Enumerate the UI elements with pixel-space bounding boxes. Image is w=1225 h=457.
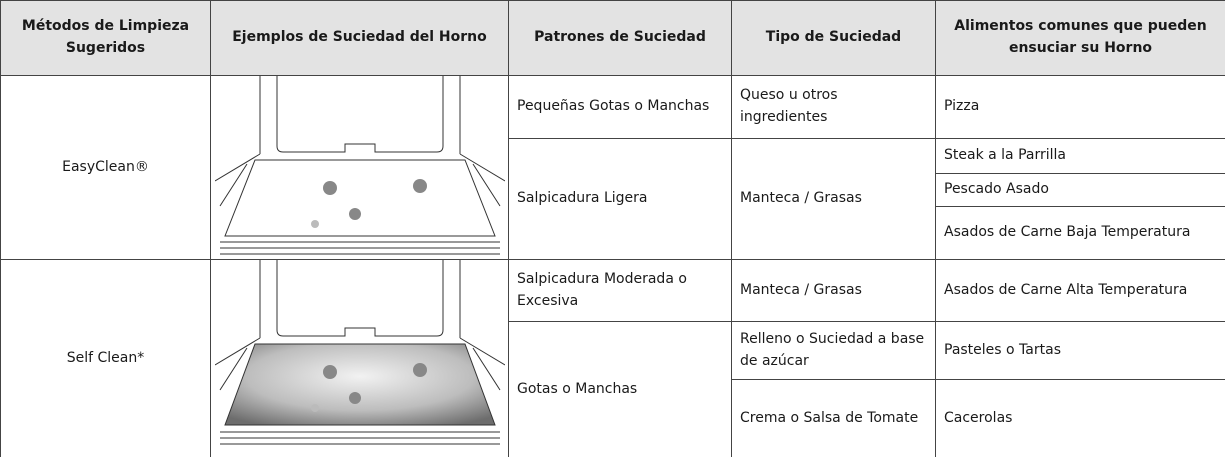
row: Pescado Asado xyxy=(1,173,1225,207)
food: Asados de Carne Baja Temperatura xyxy=(935,206,1225,260)
type: Manteca / Grasas xyxy=(731,259,936,322)
header-row: Métodos de Limpieza Sugeridos Ejemplos d… xyxy=(0,0,1225,76)
food: Pescado Asado xyxy=(935,173,1225,207)
food: Steak a la Parrilla xyxy=(935,138,1225,174)
food: Pasteles o Tartas xyxy=(935,321,1225,380)
header-cell: Patrones de Suciedad xyxy=(508,0,732,76)
oven-illustration xyxy=(214,76,505,255)
row: Crema o Salsa de Tomate Cacerolas xyxy=(1,379,1225,457)
header-cell: Tipo de Suciedad xyxy=(731,0,936,76)
pattern: Salpicadura Moderada o Excesiva xyxy=(508,259,732,322)
type: Crema o Salsa de Tomate xyxy=(731,379,936,457)
oven-illustration xyxy=(214,260,505,445)
header-cell: Alimentos comunes que pueden ensuciar su… xyxy=(935,0,1225,76)
pattern: Pequeñas Gotas o Manchas xyxy=(508,75,732,139)
type: Queso u otros ingredientes xyxy=(731,75,936,139)
pattern: Gotas o Manchas xyxy=(508,321,732,457)
row: Asados de Carne Baja Temperatura xyxy=(1,206,1225,260)
row: Gotas o Manchas Relleno o Suciedad a bas… xyxy=(1,321,1225,457)
method: EasyClean® xyxy=(0,75,211,260)
oven-image xyxy=(210,259,509,457)
pattern: Salpicadura Ligera xyxy=(508,138,732,260)
food: Cacerolas xyxy=(935,379,1225,457)
row: EasyClean® Pequeñas Gotas o Manchas Ques… xyxy=(0,75,1225,260)
row: Salpicadura Ligera Manteca / Grasas Stea… xyxy=(1,138,1225,260)
food: Pizza xyxy=(935,75,1225,139)
type: Relleno o Suciedad a base de azúcar xyxy=(731,321,936,380)
row: Self Clean* Salpicadura Moderada o Exces… xyxy=(0,259,1225,457)
type: Manteca / Grasas xyxy=(731,138,936,260)
food: Asados de Carne Alta Temperatura xyxy=(935,259,1225,322)
oven-image xyxy=(210,75,509,260)
header-cell: Ejemplos de Suciedad del Horno xyxy=(210,0,509,76)
header-cell: Métodos de Limpieza Sugeridos xyxy=(0,0,211,76)
method: Self Clean* xyxy=(0,259,211,457)
